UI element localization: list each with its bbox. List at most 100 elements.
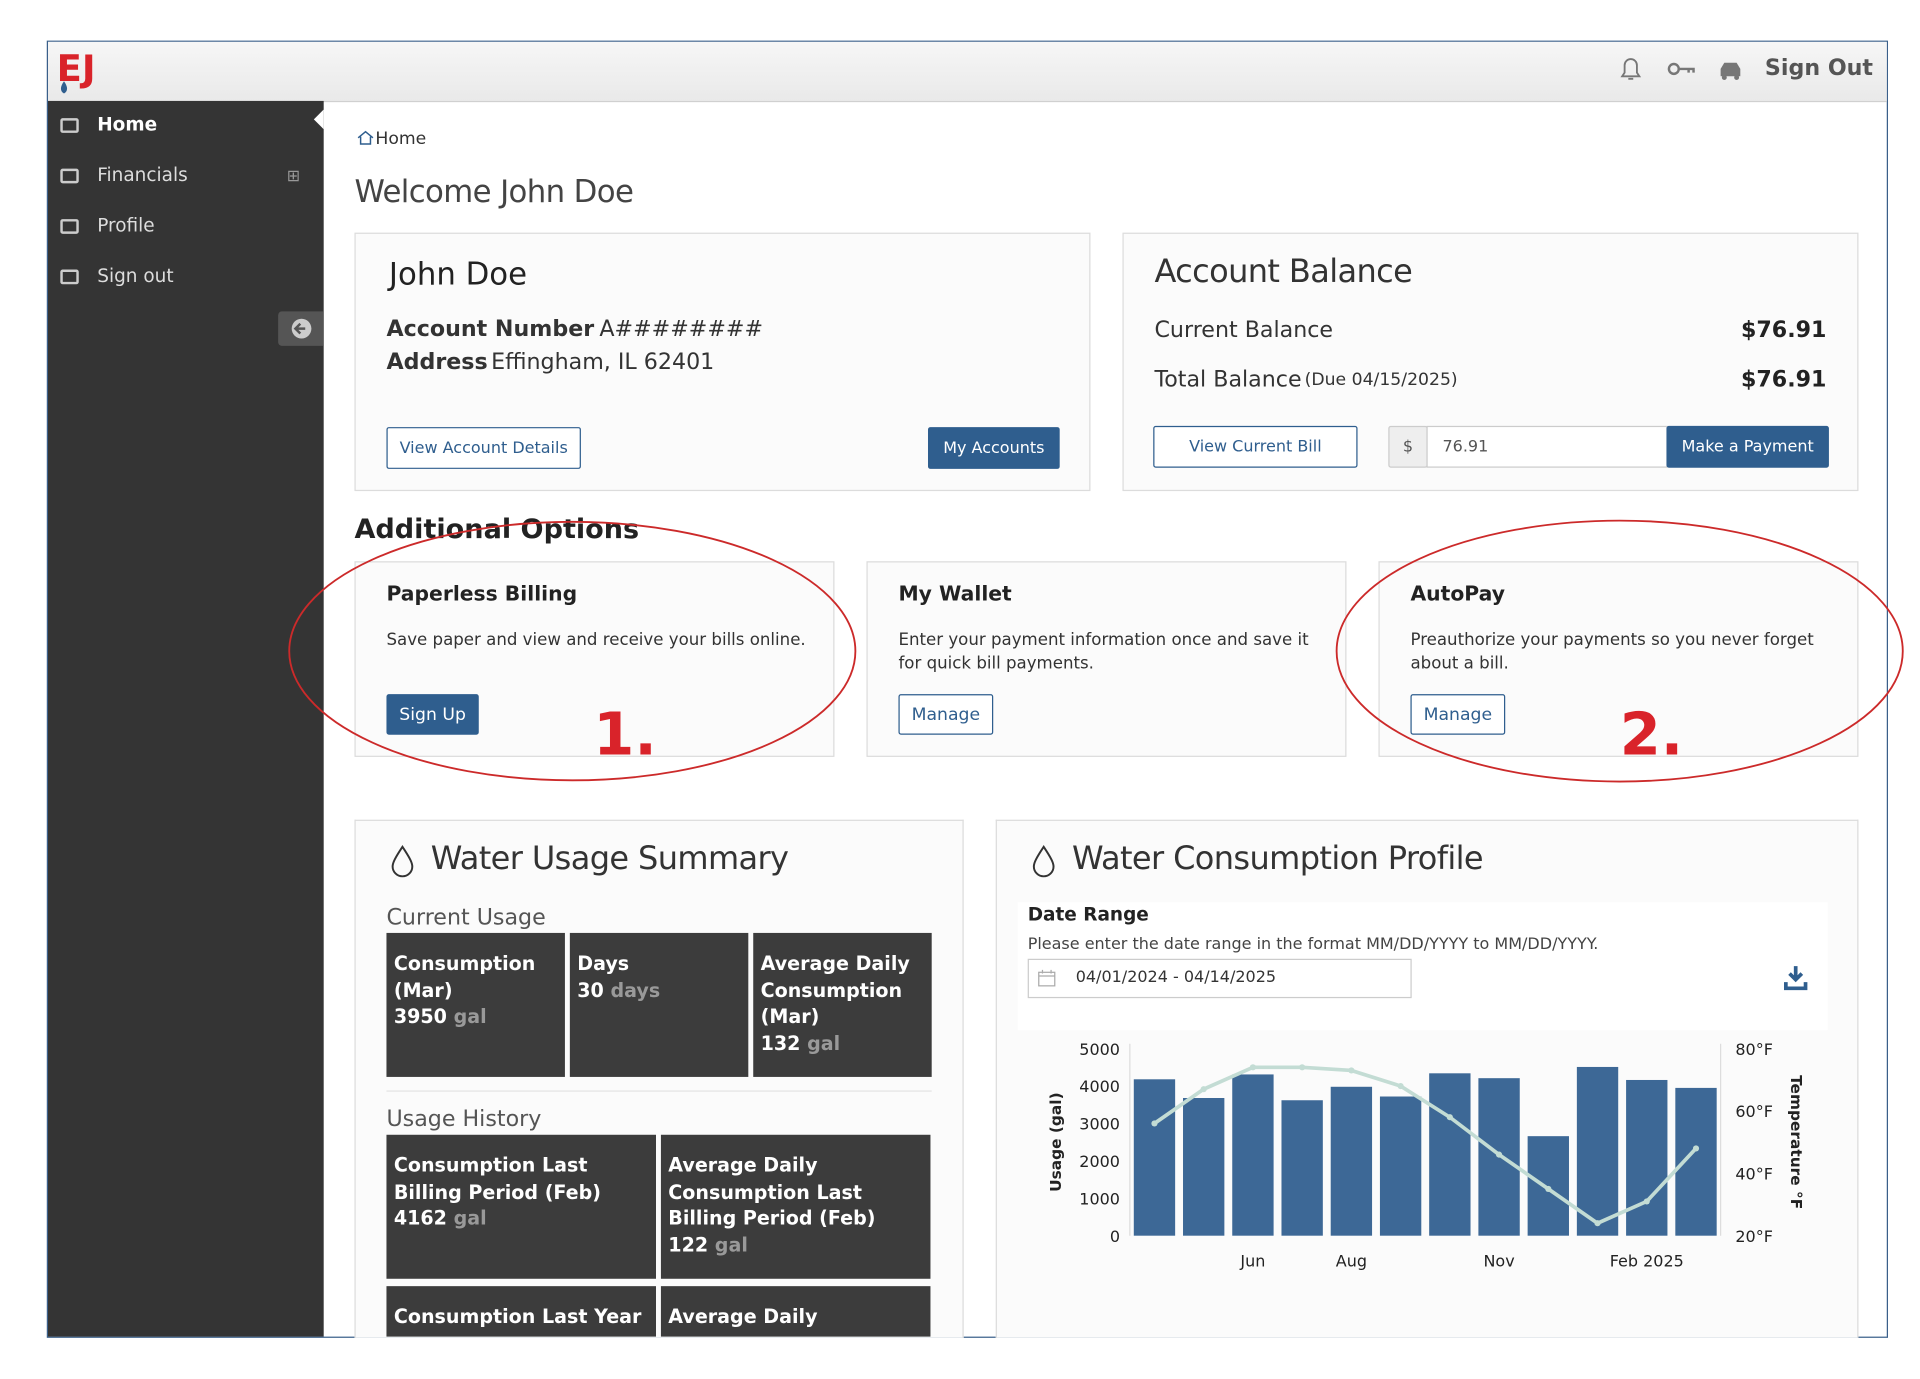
option-button[interactable]: Manage	[898, 694, 994, 735]
bar	[1429, 1073, 1471, 1236]
y-tick-label: 2000	[1079, 1152, 1120, 1171]
sidebar-pointer	[313, 109, 324, 130]
x-tick-label: Nov	[1483, 1251, 1514, 1270]
consumption-title: Water Consumption Profile	[1071, 840, 1484, 878]
breadcrumb[interactable]: Home	[375, 129, 427, 149]
usage-tile: Consumption (Mar) 3950 gal	[386, 932, 565, 1077]
option-button[interactable]: Manage	[1410, 694, 1506, 735]
tile-label: Days	[577, 952, 630, 975]
tile-label: Average Daily Consumption Last Billing P…	[668, 1154, 876, 1230]
option-title: My Wallet	[898, 582, 1012, 606]
unit: days	[610, 979, 661, 1002]
divider	[386, 1090, 932, 1092]
temperature-point	[1200, 1086, 1207, 1093]
value: 4162	[393, 1207, 447, 1230]
address: Effingham, IL 62401	[491, 349, 715, 376]
sidebar-icon	[60, 168, 79, 184]
temperature-point	[1692, 1145, 1700, 1152]
calendar-icon	[1038, 969, 1056, 987]
bar	[1232, 1074, 1274, 1236]
sidebar-link[interactable]: Profile	[97, 214, 155, 237]
usage-tile: Consumption Last Year	[386, 1286, 656, 1337]
tile-label: Consumption Last Year	[393, 1305, 642, 1328]
tile-value: 30 days	[577, 978, 741, 1004]
option-text: Save paper and view and receive your bil…	[386, 630, 806, 650]
x-tick-label: Feb 2025	[1610, 1251, 1684, 1270]
tile-value: 3950 gal	[394, 1004, 558, 1030]
view-account-details-button[interactable]: View Account Details	[386, 427, 581, 469]
x-tick-label: Jun	[1239, 1251, 1265, 1270]
welcome-heading: Welcome John Doe	[354, 173, 634, 210]
sidebar-icon	[60, 269, 79, 285]
date-input[interactable]: 04/01/2024 - 04/14/2025	[1075, 968, 1277, 988]
tile-value: 132 gal	[761, 1031, 925, 1057]
tile-label: Average Daily	[668, 1305, 818, 1328]
tile-label: Average Daily Consumption (Mar)	[760, 952, 910, 1028]
y-tick-label: 1000	[1079, 1189, 1120, 1208]
date-help: Please enter the date range in the forma…	[1027, 935, 1599, 954]
temperature-point	[1446, 1114, 1453, 1121]
view-current-bill-button[interactable]: View Current Bill	[1153, 425, 1358, 468]
account-number-label: Account Number	[386, 316, 595, 343]
bar	[1183, 1098, 1225, 1236]
sign-out-link[interactable]: Sign Out	[1764, 55, 1874, 82]
y2-tick-label: 40°F	[1735, 1164, 1773, 1183]
temperature-point	[1495, 1151, 1503, 1158]
sidebar-link[interactable]: Sign out	[97, 264, 174, 287]
header-bar	[47, 41, 1887, 103]
usage-history-heading: Usage History	[386, 1106, 542, 1133]
amount-input[interactable]: 76.91	[1426, 425, 1668, 468]
usage-tile: Average Daily	[660, 1286, 931, 1337]
temperature-point	[1545, 1185, 1552, 1192]
option-text: Preauthorize your payments so you never …	[1410, 630, 1814, 674]
tile-value: 122 gal	[668, 1233, 923, 1259]
usage-summary-title: Water Usage Summary	[430, 840, 789, 878]
temperature-line	[1153, 1065, 1698, 1226]
download-icon[interactable]	[1783, 965, 1808, 992]
account-name: John Doe	[388, 255, 528, 292]
option-title: AutoPay	[1410, 582, 1505, 606]
current-usage-heading: Current Usage	[386, 904, 546, 931]
sidebar-icon	[60, 118, 79, 133]
unit: gal	[714, 1233, 748, 1256]
bar	[1379, 1096, 1422, 1236]
usage-tile: Days 30 days	[569, 932, 749, 1077]
total-balance-label: Total Balance	[1154, 366, 1302, 393]
y2-tick-label: 60°F	[1735, 1102, 1773, 1121]
options-heading: Additional Options	[354, 514, 640, 546]
logo: EJ	[57, 47, 96, 94]
temperature-point	[1397, 1082, 1404, 1090]
y-axis-title: Usage (gal)	[1047, 1092, 1065, 1192]
temperature-point	[1151, 1120, 1158, 1127]
usage-tile: Consumption Last Billing Period (Feb) 416…	[386, 1134, 656, 1279]
make-payment-button[interactable]: Make a Payment	[1666, 425, 1829, 468]
date-input-box[interactable]	[1027, 958, 1412, 999]
value: 122	[668, 1233, 709, 1256]
usage-tile: Average Daily Consumption Last Billing P…	[660, 1134, 931, 1279]
expand-icon[interactable]: ⊞	[286, 167, 301, 186]
y2-tick-label: 20°F	[1735, 1227, 1773, 1246]
collapse-button[interactable]	[278, 311, 324, 346]
sidebar-link[interactable]: Financials	[97, 163, 188, 186]
current-balance-label: Current Balance	[1154, 317, 1334, 344]
unit: gal	[807, 1031, 841, 1055]
temperature-point	[1249, 1064, 1256, 1071]
sidebar-link[interactable]: Home	[97, 113, 158, 136]
my-accounts-button[interactable]: My Accounts	[927, 427, 1060, 469]
y-tick-label: 3000	[1079, 1115, 1120, 1134]
unit: gal	[453, 1207, 487, 1230]
unit: gal	[453, 1005, 487, 1028]
y2-axis-title: Temperature °F	[1787, 1075, 1805, 1209]
y-tick-label: 5000	[1079, 1040, 1120, 1059]
temperature-point	[1348, 1067, 1355, 1074]
y2-tick-label: 80°F	[1735, 1040, 1773, 1059]
value: 30	[577, 979, 604, 1002]
bar	[1576, 1066, 1619, 1236]
y-tick-label: 4000	[1079, 1077, 1120, 1096]
value: 132	[760, 1031, 801, 1055]
currency-addon: $	[1388, 425, 1428, 468]
option-button[interactable]: Sign Up	[386, 694, 479, 735]
